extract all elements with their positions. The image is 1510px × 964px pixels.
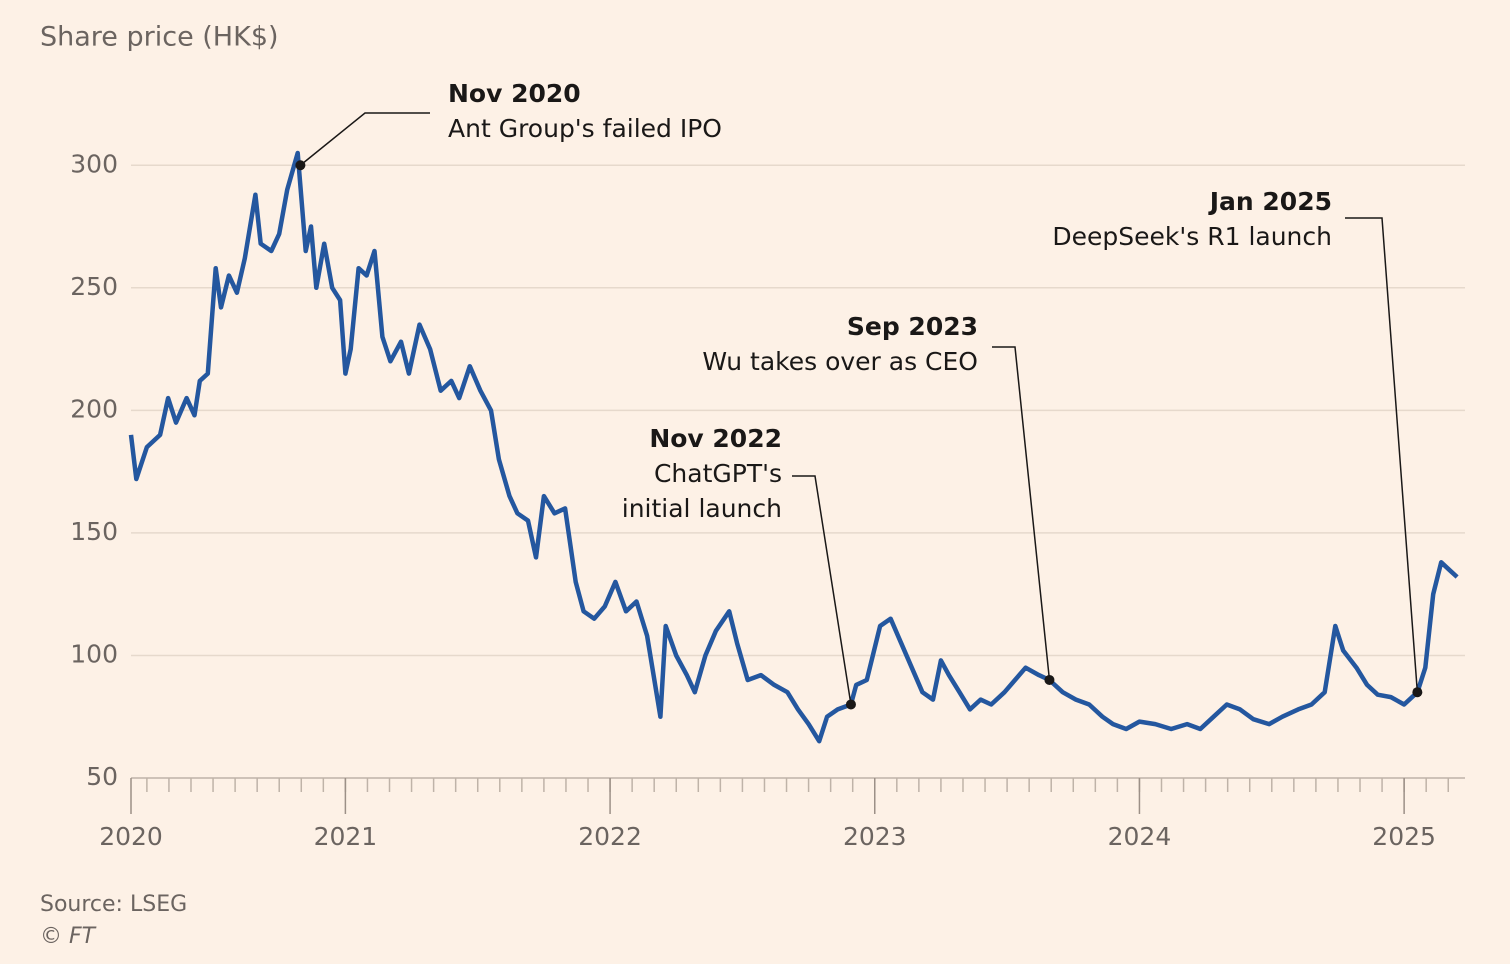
annotation-text: Wu takes over as CEO <box>702 347 978 376</box>
y-tick-label: 300 <box>70 149 118 178</box>
annotation-text: ChatGPT's <box>654 459 782 488</box>
y-tick-label: 100 <box>70 639 118 668</box>
x-tick-label: 2024 <box>1108 822 1172 851</box>
annotation-date: Sep 2023 <box>847 312 978 341</box>
annotation-point <box>1044 674 1055 685</box>
leader-line <box>299 112 430 166</box>
annotation-date: Nov 2020 <box>448 79 581 108</box>
x-tick-label: 2022 <box>578 822 642 851</box>
source: Source: LSEG <box>40 892 187 917</box>
annotation-point <box>1412 687 1423 698</box>
annotation-text: DeepSeek's R1 launch <box>1052 222 1332 251</box>
annotation-point <box>845 699 856 710</box>
x-tick-label: 2025 <box>1372 822 1436 851</box>
x-tick-label: 2021 <box>314 822 378 851</box>
annotation-text: Ant Group's failed IPO <box>448 114 722 143</box>
x-tick-label: 2023 <box>843 822 907 851</box>
annotation-date: Nov 2022 <box>649 424 782 453</box>
y-tick-label: 50 <box>86 762 118 791</box>
y-tick-label: 250 <box>70 272 118 301</box>
credit: © FT <box>40 924 97 949</box>
leader-line <box>992 346 1051 681</box>
y-axis-label: Share price (HK$) <box>40 22 279 53</box>
leader-line <box>792 475 852 705</box>
annotation-date: Jan 2025 <box>1208 187 1332 216</box>
y-tick-label: 200 <box>70 394 118 423</box>
x-tick-label: 2020 <box>99 822 163 851</box>
annotation-point <box>295 160 306 171</box>
annotation-text: initial launch <box>622 494 782 523</box>
y-tick-label: 150 <box>70 517 118 546</box>
price-line <box>128 150 1459 744</box>
leader-line <box>1345 217 1419 693</box>
